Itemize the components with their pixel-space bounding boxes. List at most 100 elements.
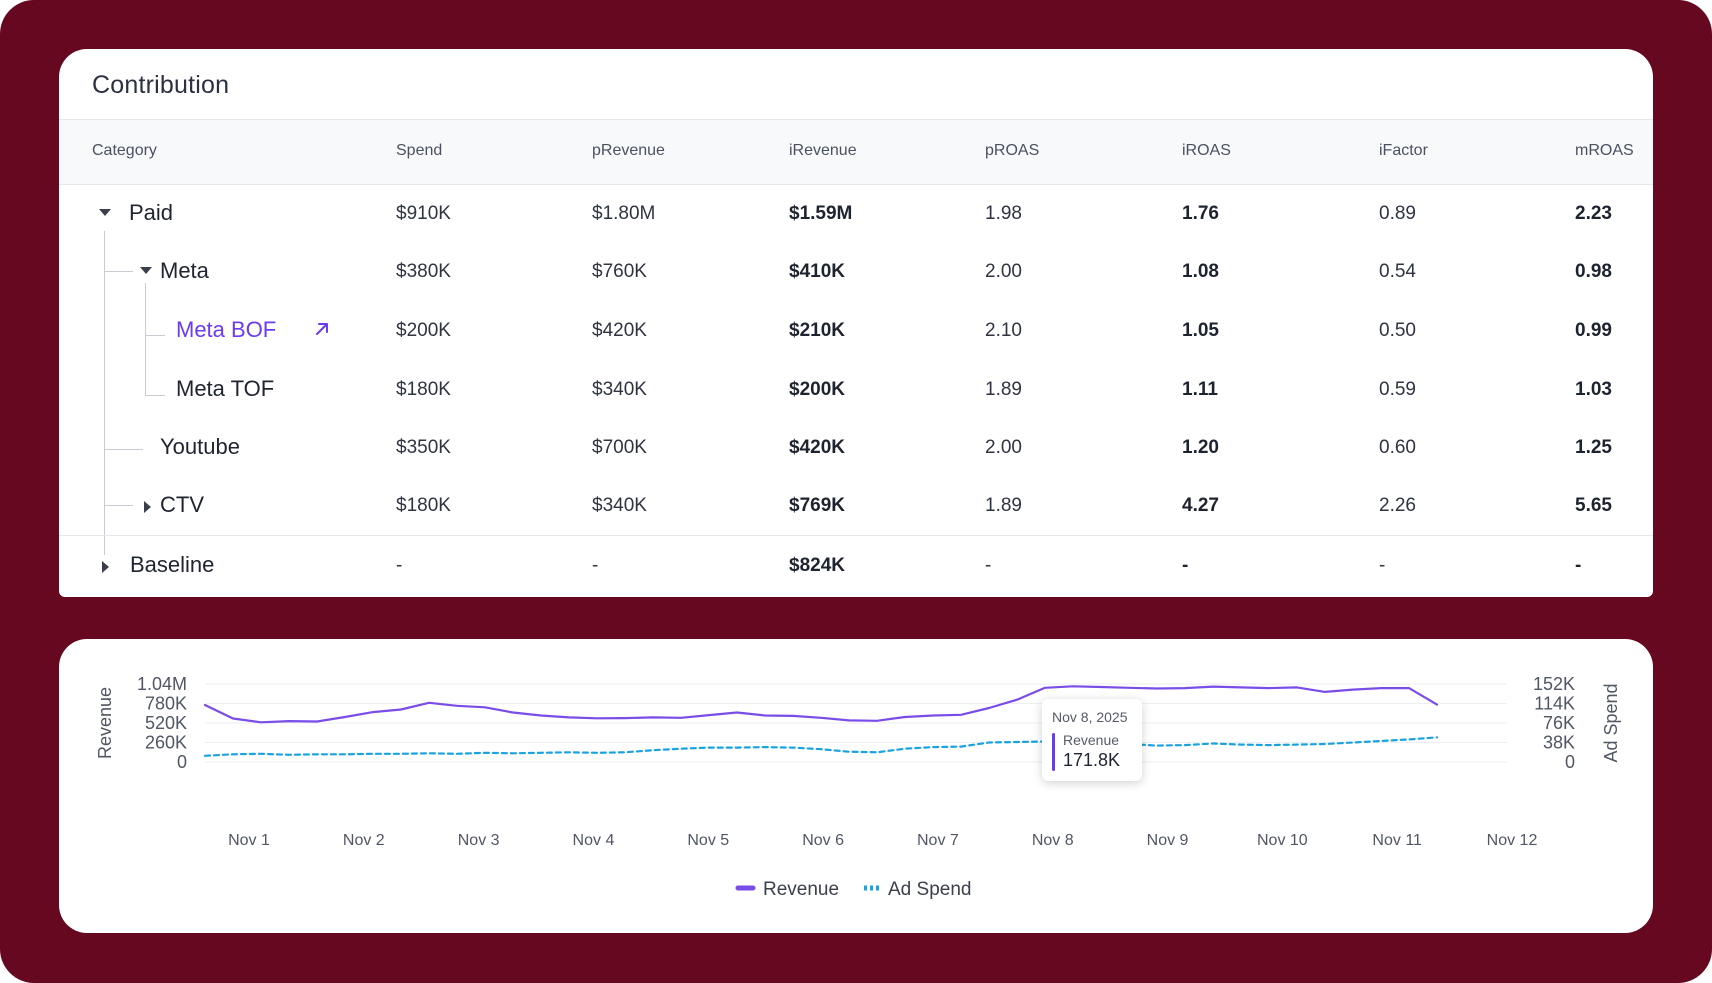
- x-tick-label: Nov 2: [343, 832, 385, 849]
- table-row[interactable]: Paid $910K $1.80M $1.59M 1.98 1.76 0.89 …: [59, 185, 1653, 243]
- mroas-value: 1.25: [1575, 437, 1612, 458]
- y2-axis-title: Ad Spend: [1601, 683, 1621, 762]
- mroas-value: 5.65: [1575, 495, 1612, 516]
- spend-value: $910K: [396, 203, 451, 224]
- chart-card: 0 260K 520K 780K 1.04M 0 38K 76K 114K 152K Nov 1 No…: [59, 639, 1653, 933]
- category-label: Meta TOF: [176, 376, 275, 401]
- prevenue-value: $340K: [592, 379, 647, 400]
- y-tick-label: 1.04M: [137, 674, 187, 694]
- prevenue-value: $420K: [592, 320, 647, 341]
- iroas-value: -: [1182, 555, 1189, 576]
- category-label: Baseline: [130, 552, 215, 577]
- arrow-up-right-icon[interactable]: [313, 320, 331, 338]
- category-label: Paid: [129, 200, 174, 225]
- chart-tooltip: Nov 8, 2025 Revenue 171.8K: [1042, 699, 1142, 781]
- proas-value: 2.10: [985, 320, 1022, 341]
- y2-tick-label: 152K: [1533, 674, 1575, 694]
- ifactor-value: 2.26: [1379, 495, 1416, 516]
- ifactor-value: 0.89: [1379, 203, 1416, 224]
- tooltip-series-marker: [1052, 733, 1055, 771]
- chevron-right-icon[interactable]: [102, 561, 109, 573]
- iroas-value: 1.05: [1182, 320, 1219, 341]
- y-tick-label: 520K: [145, 713, 187, 733]
- chevron-down-icon[interactable]: [140, 267, 152, 274]
- tree-line: [145, 335, 165, 336]
- spend-value: $350K: [396, 437, 451, 458]
- x-tick-label: Nov 4: [573, 832, 615, 849]
- y2-tick-label: 38K: [1543, 733, 1575, 753]
- iroas-value: 1.76: [1182, 203, 1219, 224]
- column-header-category[interactable]: Category: [92, 142, 157, 159]
- y-tick-label: 0: [177, 752, 187, 772]
- tooltip-value: 171.8K: [1063, 750, 1121, 770]
- mroas-value: 0.99: [1575, 320, 1612, 341]
- spend-value: $380K: [396, 261, 451, 282]
- y-tick-label: 780K: [145, 694, 187, 714]
- irevenue-value: $1.59M: [789, 203, 853, 224]
- proas-value: 1.98: [985, 203, 1022, 224]
- x-tick-label: Nov 7: [917, 832, 959, 849]
- y2-tick-label: 114K: [1534, 694, 1575, 714]
- tree-line: [145, 283, 146, 395]
- ad-spend-line[interactable]: [203, 736, 1439, 757]
- revenue-line[interactable]: [203, 685, 1439, 724]
- spend-value: -: [396, 555, 403, 576]
- x-tick-label: Nov 8: [1032, 832, 1074, 849]
- tree-line: [145, 395, 165, 396]
- proas-value: 2.00: [985, 261, 1022, 282]
- tooltip-date: Nov 8, 2025: [1052, 709, 1128, 725]
- ifactor-value: 0.50: [1379, 320, 1416, 341]
- column-header-irevenue[interactable]: iRevenue: [789, 142, 857, 159]
- y-tick-label: 260K: [145, 733, 187, 753]
- card-title: Contribution: [92, 71, 230, 99]
- column-header-ifactor[interactable]: iFactor: [1379, 142, 1428, 159]
- proas-value: 2.00: [985, 437, 1022, 458]
- mroas-value: 0.98: [1575, 261, 1612, 282]
- table-header: Category Spend pRevenue iRevenue pROAS i…: [59, 119, 1653, 185]
- tree-line: [104, 449, 143, 450]
- prevenue-value: $700K: [592, 437, 647, 458]
- tooltip-label: Revenue: [1063, 732, 1120, 748]
- column-header-spend[interactable]: Spend: [396, 142, 443, 159]
- spend-value: $180K: [396, 495, 451, 516]
- table-row[interactable]: Meta $380K $760K $410K 2.00 1.08 0.54 0.…: [59, 243, 1653, 301]
- prevenue-value: -: [592, 555, 599, 576]
- mroas-value: -: [1575, 555, 1582, 576]
- ifactor-value: 0.59: [1379, 379, 1416, 400]
- mroas-value: 2.23: [1575, 203, 1612, 224]
- category-link[interactable]: Meta BOF: [176, 317, 277, 342]
- chevron-down-icon[interactable]: [99, 209, 111, 216]
- chevron-right-icon[interactable]: [144, 501, 151, 513]
- category-label: CTV: [160, 492, 204, 517]
- legend-ad-spend-label[interactable]: Ad Spend: [888, 879, 971, 900]
- column-header-prevenue[interactable]: pRevenue: [592, 142, 665, 159]
- spend-value: $180K: [396, 379, 451, 400]
- table-row[interactable]: Meta BOF $200K $420K $210K 2.10 1.05 0.5…: [59, 302, 1653, 360]
- proas-value: 1.89: [985, 379, 1022, 400]
- prevenue-value: $340K: [592, 495, 647, 516]
- tree-line: [104, 271, 133, 272]
- table-row[interactable]: Baseline - - $824K - - - -: [59, 537, 1653, 595]
- table-row[interactable]: Meta TOF $180K $340K $200K 1.89 1.11 0.5…: [59, 361, 1653, 419]
- iroas-value: 4.27: [1182, 495, 1219, 516]
- tree-line: [104, 231, 105, 555]
- column-header-iroas[interactable]: iROAS: [1182, 142, 1231, 159]
- column-header-mroas[interactable]: mROAS: [1575, 142, 1634, 159]
- ifactor-value: 0.60: [1379, 437, 1416, 458]
- table-row[interactable]: CTV $180K $340K $769K 1.89 4.27 2.26 5.6…: [59, 477, 1653, 535]
- iroas-value: 1.11: [1182, 379, 1218, 400]
- x-tick-label: Nov 9: [1147, 832, 1189, 849]
- ifactor-value: -: [1379, 555, 1386, 576]
- irevenue-value: $824K: [789, 555, 845, 576]
- spend-value: $200K: [396, 320, 451, 341]
- y2-tick-label: 76K: [1543, 713, 1575, 733]
- table-row[interactable]: Youtube $350K $700K $420K 2.00 1.20 0.60…: [59, 419, 1653, 477]
- ifactor-value: 0.54: [1379, 261, 1416, 282]
- irevenue-value: $420K: [789, 437, 845, 458]
- irevenue-value: $769K: [789, 495, 845, 516]
- x-tick-label: Nov 12: [1487, 832, 1538, 849]
- prevenue-value: $1.80M: [592, 203, 656, 224]
- legend-revenue-label[interactable]: Revenue: [763, 879, 839, 900]
- column-header-proas[interactable]: pROAS: [985, 142, 1040, 159]
